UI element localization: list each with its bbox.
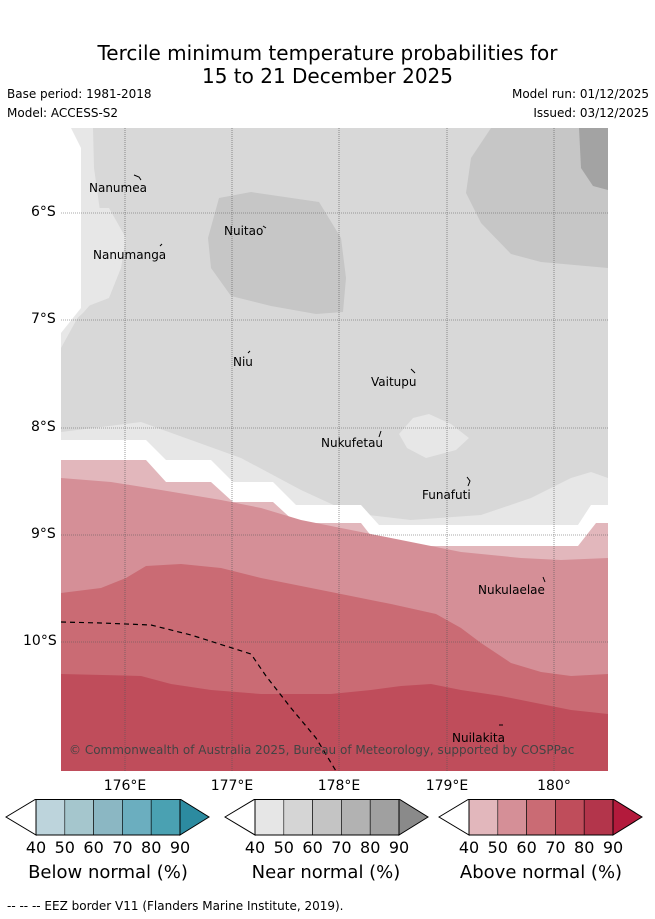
near-normal-colorbar <box>224 799 429 836</box>
place-label-funafuti: Funafuti <box>422 488 471 502</box>
nukulaelae-island <box>542 576 546 583</box>
near-normal-40-patch-central <box>399 414 469 458</box>
near-normal-tick-80: 80 <box>360 838 381 857</box>
lat-label-10s: 10°S <box>23 633 57 649</box>
map-title-line2: 15 to 21 December 2025 <box>201 64 453 88</box>
near-normal-max-arrow <box>398 799 429 836</box>
place-label-nanumanga: Nanumanga <box>93 248 167 262</box>
lon-label-177e: 177°E <box>210 778 254 794</box>
nanumea-island <box>133 174 142 181</box>
lat-label-6s: 6°S <box>31 204 56 220</box>
model-run: Model run: 01/12/2025 <box>511 87 649 101</box>
near-normal-tick-60: 60 <box>302 838 323 857</box>
copyright-notice: © Commonwealth of Australia 2025, Bureau… <box>69 743 575 757</box>
island-marks <box>133 174 546 726</box>
near-normal-legend-title: Near normal (%) <box>251 862 401 883</box>
above-normal-tick-60: 60 <box>516 838 537 857</box>
above-normal-swatch-70 <box>555 799 585 836</box>
place-label-niu: Niu <box>233 355 253 369</box>
below-normal-tick-90: 90 <box>169 838 191 857</box>
above-normal-swatch-40 <box>468 799 499 836</box>
below-normal-tick-50: 50 <box>54 838 75 857</box>
nuitao-island <box>262 225 267 229</box>
below-normal-tick-80: 80 <box>141 838 162 857</box>
near-normal-tick-40: 40 <box>244 838 266 857</box>
above-normal-tick-90: 90 <box>602 838 624 857</box>
place-label-nukulaelae: Nukulaelae <box>478 583 545 597</box>
place-label-vaitupu: Vaitupu <box>371 375 417 389</box>
niu-island <box>247 350 251 354</box>
place-label-nuilakita: Nuilakita <box>452 731 505 745</box>
lat-label-8s: 8°S <box>31 419 56 435</box>
below-normal-colorbar <box>5 799 210 836</box>
nanumanga-island <box>159 243 163 247</box>
near-normal-swatch-70 <box>341 799 371 836</box>
near-normal-swatch-50 <box>283 799 313 836</box>
vaitupu-island <box>410 368 416 374</box>
place-label-nukufetau: Nukufetau <box>321 436 384 450</box>
map-title-line1: Tercile minimum temperature probabilitie… <box>97 41 558 65</box>
eez-border <box>61 621 337 771</box>
below-normal-swatch-60 <box>93 799 123 836</box>
lon-label-178e: 178°E <box>317 778 361 794</box>
near-normal-60-region-central <box>208 192 346 314</box>
lat-label-9s: 9°S <box>31 526 56 542</box>
place-label-nuitao: Nuitao <box>224 224 264 238</box>
below-normal-tick-40: 40 <box>25 838 47 857</box>
below-normal-swatch-40 <box>35 799 66 836</box>
lon-label-180: 180° <box>537 778 571 794</box>
near-normal-tick-50: 50 <box>273 838 294 857</box>
above-normal-tick-70: 70 <box>545 838 566 857</box>
white-gap-west <box>61 128 81 333</box>
above-normal-legend-title: Above normal (%) <box>459 862 623 883</box>
below-normal-swatch-80 <box>150 799 181 836</box>
below-normal-tick-60: 60 <box>83 838 104 857</box>
above-normal-tick-40: 40 <box>458 838 480 857</box>
model-name: Model: ACCESS-S2 <box>7 106 119 120</box>
below-normal-max-arrow <box>179 799 210 836</box>
above-normal-colorbar <box>438 799 643 836</box>
nukufetau-island <box>378 430 382 438</box>
below-normal-swatch-70 <box>122 799 152 836</box>
funafuti-island <box>466 476 471 487</box>
place-label-nanumea: Nanumea <box>89 181 147 195</box>
above-normal-tick-80: 80 <box>574 838 595 857</box>
below-normal-legend-title: Below normal (%) <box>28 862 188 883</box>
below-normal-swatch-50 <box>64 799 94 836</box>
near-normal-tick-90: 90 <box>388 838 410 857</box>
probability-map <box>61 128 608 771</box>
near-normal-swatch-60 <box>312 799 342 836</box>
near-normal-swatch-40 <box>254 799 285 836</box>
base-period: Base period: 1981-2018 <box>7 87 152 101</box>
above-normal-swatch-60 <box>526 799 556 836</box>
near-normal-60-region-northeast <box>466 128 608 268</box>
above-normal-swatch-50 <box>497 799 527 836</box>
issued-date: Issued: 03/12/2025 <box>533 106 649 120</box>
near-normal-70-region-corner <box>579 128 608 190</box>
above-normal-tick-50: 50 <box>487 838 508 857</box>
above-normal-max-arrow <box>612 799 643 836</box>
lon-label-176e: 176°E <box>103 778 147 794</box>
eez-footnote: -- -- -- EEZ border V11 (Flanders Marine… <box>7 899 344 913</box>
below-normal-tick-70: 70 <box>112 838 133 857</box>
lat-label-7s: 7°S <box>31 311 56 327</box>
near-normal-swatch-80 <box>369 799 400 836</box>
above-normal-70-region <box>61 674 608 771</box>
above-normal-swatch-80 <box>583 799 614 836</box>
lon-label-179e: 179°E <box>425 778 469 794</box>
near-normal-tick-70: 70 <box>331 838 352 857</box>
